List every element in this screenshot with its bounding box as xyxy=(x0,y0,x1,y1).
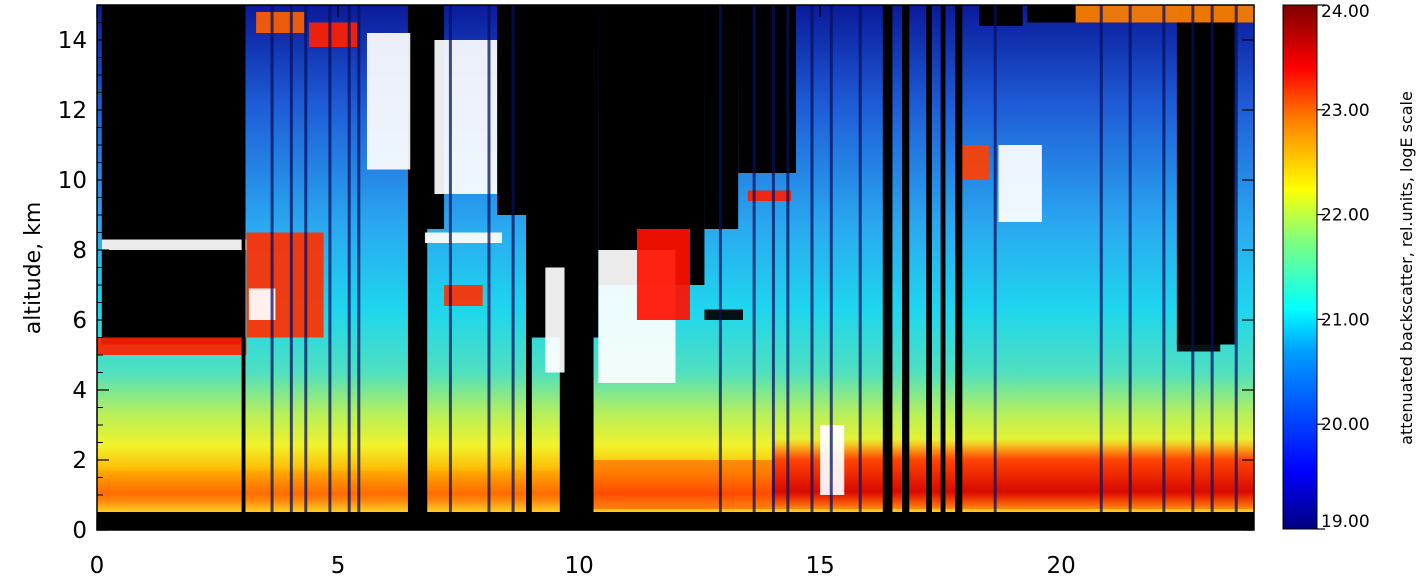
boundary-layer-left xyxy=(97,470,570,499)
signal-streak xyxy=(304,5,308,513)
y-tick-label: 14 xyxy=(58,28,87,54)
signal-streak xyxy=(829,5,833,513)
cloud-feature xyxy=(101,239,247,250)
signal-streak xyxy=(858,5,862,513)
x-tick-label: 10 xyxy=(564,553,593,579)
signal-gap-column xyxy=(526,5,532,530)
signal-gap-column xyxy=(882,5,893,530)
signal-gap-column xyxy=(902,5,910,530)
colorbar-tick-label: 21.00 xyxy=(1321,310,1370,330)
x-tick-label: 0 xyxy=(90,553,105,579)
heatmap-plot-area xyxy=(97,5,1254,530)
cloud-feature xyxy=(747,190,792,201)
signal-streak xyxy=(270,5,274,513)
signal-streak xyxy=(357,5,361,513)
signal-gap-column xyxy=(410,5,423,530)
signal-streak xyxy=(718,5,722,513)
signal-gap-column xyxy=(564,5,572,530)
signal-streak xyxy=(289,5,293,513)
colorbar-ticks: 19.00 20.00 21.00 22.00 23.00 24.00 xyxy=(1317,2,1370,532)
colorbar-tick-label: 20.00 xyxy=(1321,415,1370,435)
signal-gap-column xyxy=(926,5,932,530)
signal-streak xyxy=(1191,5,1195,513)
signal-streak xyxy=(1234,5,1238,513)
y-axis-title: altitude, km xyxy=(21,202,46,335)
signal-streak xyxy=(1162,5,1166,513)
cloud-feature xyxy=(424,232,502,243)
cloud-feature xyxy=(366,33,411,170)
signal-streak xyxy=(1210,5,1214,513)
cloud-feature xyxy=(998,145,1042,222)
signal-streak xyxy=(1128,5,1132,513)
y-tick-label: 10 xyxy=(58,168,87,194)
signal-streak xyxy=(786,5,790,513)
cloud-feature xyxy=(704,309,743,320)
cloud-feature xyxy=(1176,341,1221,352)
signal-gap-column xyxy=(574,5,584,530)
signal-streak xyxy=(511,5,515,513)
colorbar: 19.00 20.00 21.00 22.00 23.00 24.00 xyxy=(1282,2,1370,532)
y-tick-label: 12 xyxy=(58,98,87,124)
colorbar-title: attenuated backscatter, rel.units, logE … xyxy=(1397,91,1416,445)
y-axis: 0 2 4 6 8 10 12 14 xyxy=(58,22,1254,544)
signal-streak xyxy=(347,5,351,513)
colorbar-tick-label: 19.00 xyxy=(1321,512,1370,532)
signal-gap-column xyxy=(583,5,594,530)
colorbar-tick-label: 22.00 xyxy=(1321,206,1370,226)
y-tick-label: 6 xyxy=(72,308,87,334)
no-signal-region xyxy=(1176,5,1235,345)
cloud-feature xyxy=(434,40,498,194)
signal-gap-column xyxy=(940,5,946,530)
signal-streak xyxy=(328,5,332,513)
cloud-feature xyxy=(444,285,483,306)
cloud-feature xyxy=(959,145,989,180)
signal-streak xyxy=(810,5,814,513)
boundary-layer-orange xyxy=(569,460,772,509)
x-tick-label: 15 xyxy=(805,553,834,579)
no-signal-region xyxy=(101,5,245,345)
cloud-feature xyxy=(256,12,305,33)
y-tick-label: 8 xyxy=(72,238,87,264)
signal-gap-columns xyxy=(241,5,1238,530)
no-signal-region xyxy=(979,5,1023,26)
colorbar-tick-label: 24.00 xyxy=(1321,2,1370,22)
signal-gap-column xyxy=(241,5,246,530)
y-tick-label: 0 xyxy=(72,518,87,544)
cloud-feature xyxy=(246,232,324,338)
y-tick-label: 2 xyxy=(72,448,87,474)
x-axis: 0 5 10 15 20 xyxy=(90,5,1207,579)
signal-streak xyxy=(993,5,997,513)
signal-streak xyxy=(752,5,756,513)
signal-gap-column xyxy=(419,5,425,530)
signal-streak xyxy=(487,5,491,513)
x-tick-label: 5 xyxy=(331,553,346,579)
boundary-layer-band xyxy=(97,439,1254,509)
colorbar-gradient xyxy=(1282,4,1318,530)
x-tick-label: 20 xyxy=(1047,553,1076,579)
cloud-feature xyxy=(636,229,690,320)
signal-streak xyxy=(771,5,775,513)
colorbar-tick-label: 23.00 xyxy=(1321,101,1370,121)
y-tick-label: 4 xyxy=(72,378,87,404)
cloud-feature xyxy=(97,337,247,355)
signal-gap-column xyxy=(955,5,963,530)
signal-streak xyxy=(1099,5,1103,513)
signal-streak xyxy=(448,5,452,513)
cloud-feature xyxy=(545,267,565,373)
boundary-layer-red xyxy=(771,439,1254,509)
